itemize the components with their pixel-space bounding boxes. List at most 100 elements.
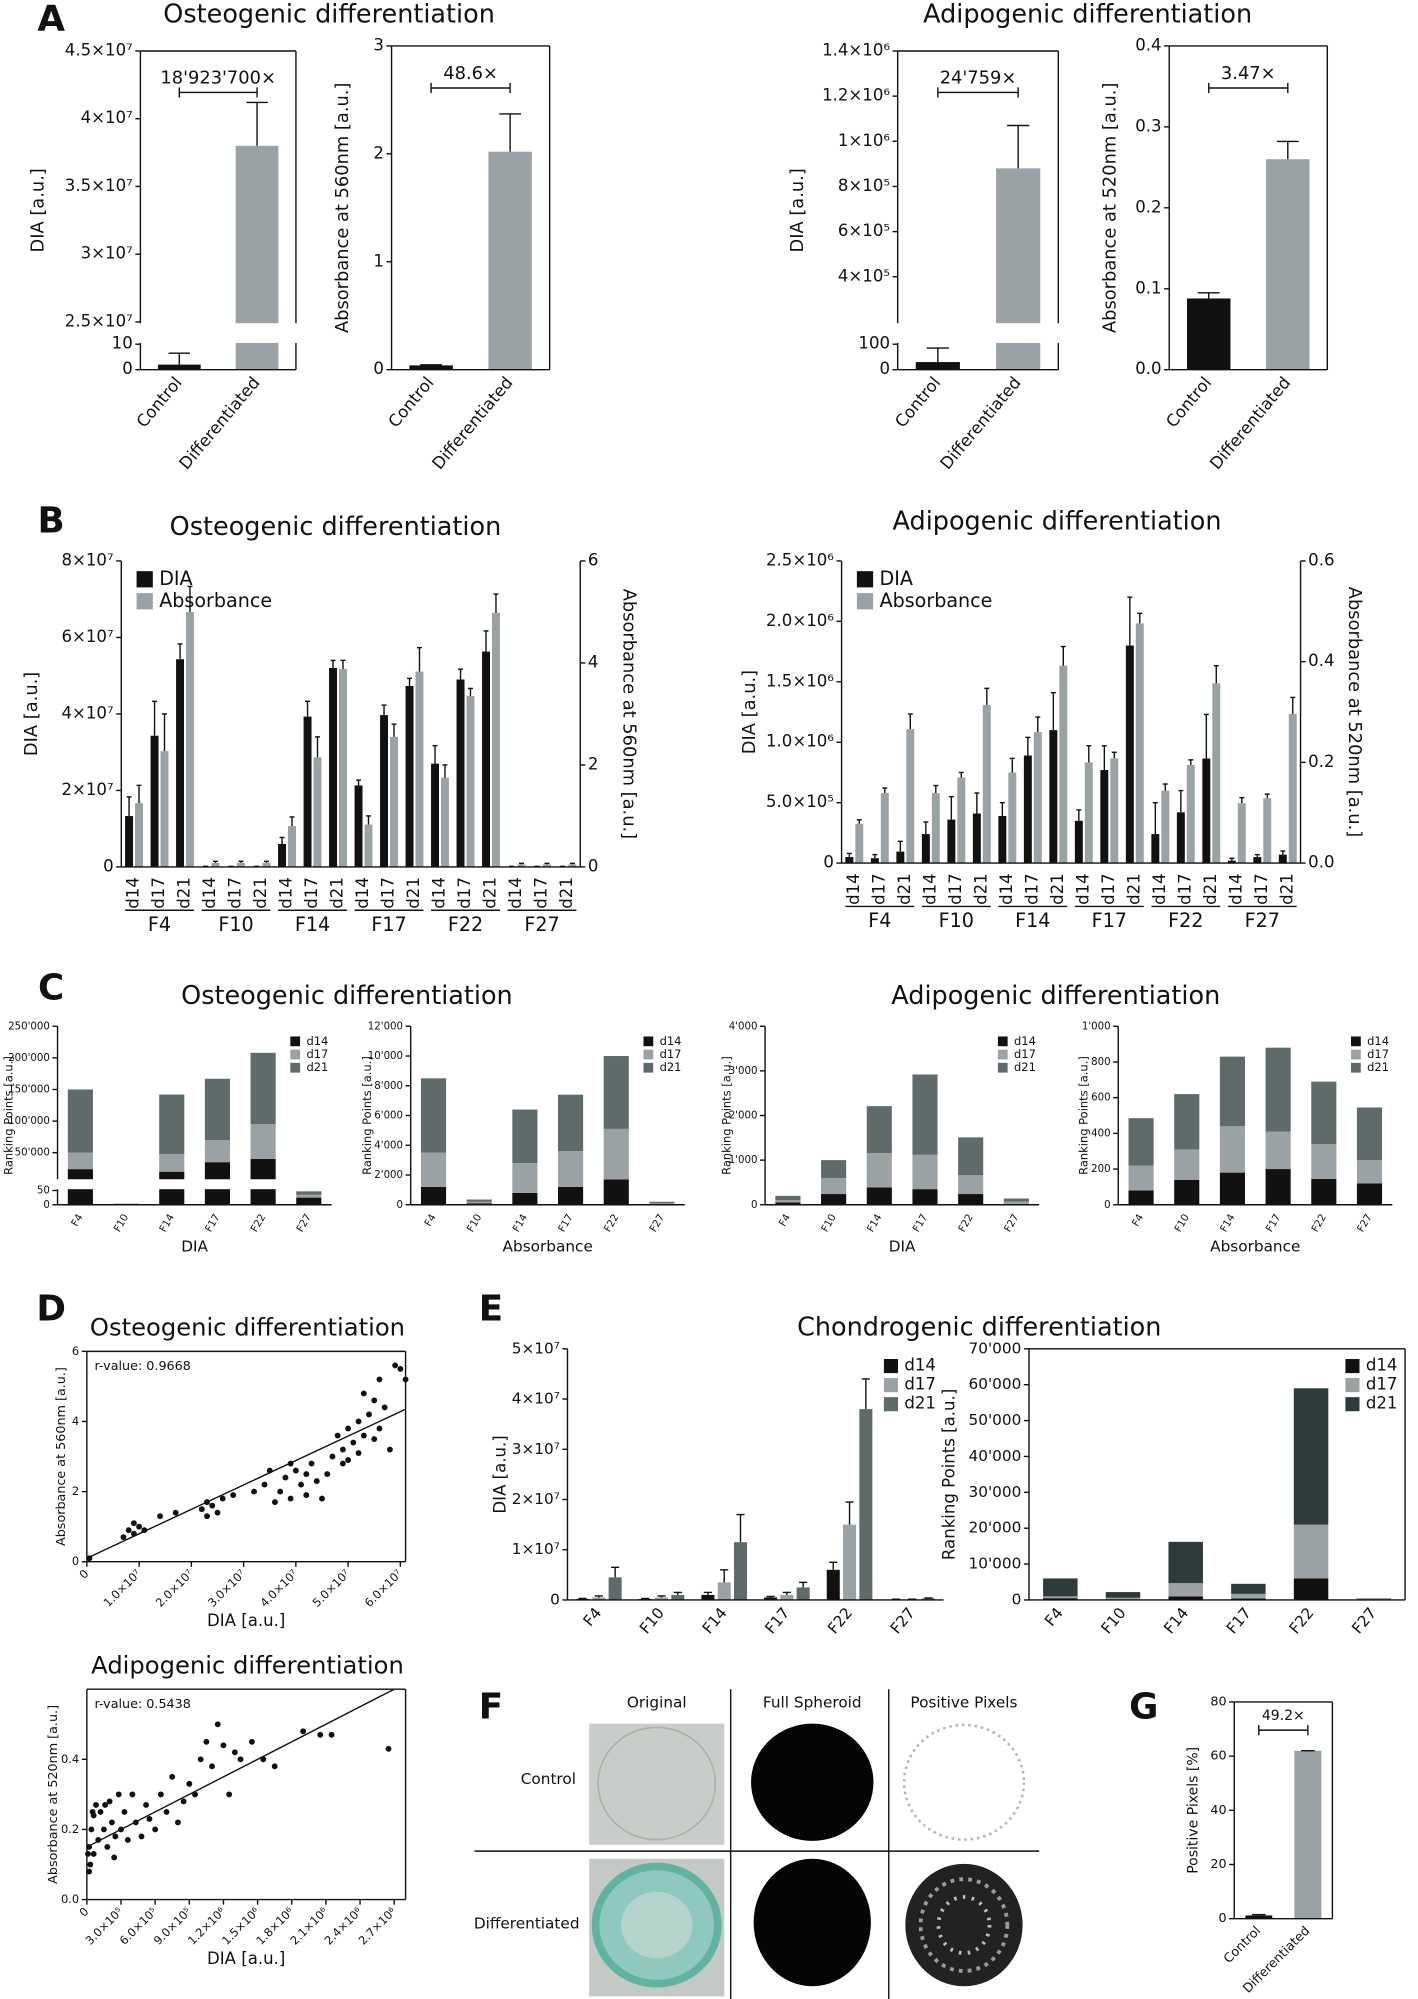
- y-tick-label: 6: [72, 1344, 79, 1358]
- bar: [456, 679, 465, 867]
- bar-segment: [1356, 1107, 1383, 1161]
- bar: [542, 864, 551, 867]
- x-tick-label: d14: [124, 877, 143, 909]
- bar-segment: [1174, 1179, 1200, 1205]
- point: [115, 1791, 122, 1798]
- x-tick-label: Control: [385, 373, 438, 431]
- bar-segment: [1003, 1201, 1029, 1204]
- x-tick-label: 6.0×10⁷: [362, 1566, 405, 1609]
- positive-pixels-control: [902, 1723, 1026, 1841]
- point: [360, 1432, 367, 1439]
- y-tick-label: 200: [1091, 1164, 1110, 1175]
- point: [329, 1453, 336, 1460]
- bar: [1186, 764, 1195, 864]
- x-tick-label: d21: [404, 877, 423, 909]
- axis-break: [1050, 323, 1066, 343]
- x-tick-label: F22: [957, 1212, 976, 1234]
- panel-f-images: [474, 1689, 1040, 1999]
- bar: [1245, 1915, 1273, 1919]
- legend-swatch: [1345, 1359, 1360, 1374]
- y-tick-label: 0.3: [1135, 116, 1161, 135]
- bar: [998, 815, 1007, 864]
- point: [386, 1446, 393, 1453]
- bar: [329, 668, 338, 867]
- legend-swatch: [290, 1062, 301, 1073]
- y-tick-label: 0.2: [61, 1822, 79, 1836]
- y-tick-label: 1×10⁶: [838, 131, 890, 150]
- point: [104, 1844, 111, 1850]
- bar: [186, 611, 194, 867]
- y2-tick-label: 0: [588, 856, 599, 875]
- bar: [364, 824, 373, 867]
- legend-label: d17: [660, 1047, 682, 1061]
- point: [87, 1861, 94, 1868]
- positive-pixels-differentiated: [905, 1863, 1023, 1987]
- point: [334, 1432, 341, 1439]
- y-tick-label: 0.1: [1135, 278, 1161, 297]
- x-tick-label: F4: [777, 1212, 793, 1228]
- x-tick-label: d14: [1150, 873, 1169, 905]
- legend-label: d14: [306, 1034, 328, 1048]
- bar: [1023, 755, 1032, 864]
- bar: [915, 362, 960, 370]
- legend-label: d21: [1014, 1060, 1036, 1074]
- x-tick-label: Control: [891, 373, 944, 431]
- y-tick-label: 4'000: [729, 1021, 758, 1032]
- bar-segment: [1293, 1524, 1329, 1579]
- bar: [380, 715, 389, 867]
- x-tick-label: 0: [76, 1567, 91, 1582]
- bar-segment: [958, 1137, 984, 1176]
- legend-label: d17: [904, 1375, 936, 1394]
- y-tick-label: 3×10⁷: [512, 1440, 560, 1458]
- y2-tick-label: 2: [588, 754, 599, 773]
- bar-segment: [1265, 1131, 1291, 1170]
- annotation: 18'923'700×: [160, 67, 275, 88]
- panel-letter: C: [38, 967, 64, 1008]
- bar: [922, 1598, 936, 1600]
- x-tick-label: F14: [1160, 1604, 1192, 1637]
- x-tick-label: d21: [1201, 873, 1220, 905]
- x-tick-label: F22: [603, 1212, 622, 1234]
- bar-segment: [649, 1201, 675, 1204]
- bar-segment: [1168, 1583, 1203, 1597]
- annotation: 3.47×: [1221, 63, 1276, 84]
- annotation: r-value: 0.9668: [95, 1359, 191, 1374]
- bar: [859, 1409, 873, 1600]
- y2-axis-label: Absorbance at 520nm [a.u.]: [1344, 587, 1365, 837]
- bar-segment: [1105, 1597, 1141, 1600]
- x-tick-label: F10: [112, 1212, 131, 1234]
- bar-segment: [558, 1186, 584, 1205]
- bar-segment: [866, 1187, 892, 1205]
- group-label: F17: [1092, 909, 1127, 932]
- y-axis-label: DIA [a.u.]: [491, 1435, 510, 1513]
- group-label: F17: [371, 913, 406, 936]
- point: [219, 1495, 226, 1502]
- group-label: F22: [448, 913, 483, 936]
- bar-segment: [1043, 1598, 1078, 1600]
- y-tick-label: 1.0×10⁶: [766, 732, 834, 751]
- legend-swatch: [136, 571, 153, 588]
- y-tick-label: 3'000: [729, 1066, 758, 1077]
- bar: [654, 1597, 669, 1600]
- x-tick-label: F22: [1310, 1212, 1329, 1234]
- x-tick-label: d14: [506, 877, 525, 909]
- x-tick-label: F27: [648, 1212, 667, 1234]
- spheroid-core: [621, 1891, 693, 1959]
- bar-segment: [821, 1177, 847, 1195]
- point: [282, 1474, 289, 1481]
- x-tick-label: 5.0×10⁷: [310, 1566, 353, 1609]
- y-axis-label: Absorbance at 520nm [a.u.]: [46, 1705, 61, 1884]
- point: [136, 1523, 143, 1530]
- point: [345, 1425, 352, 1432]
- y-tick-label: 4×10⁵: [838, 266, 890, 285]
- legend-swatch: [136, 593, 153, 610]
- point: [324, 1471, 331, 1478]
- point: [308, 1460, 315, 1467]
- bar-segment: [603, 1128, 629, 1180]
- x-tick-label: d14: [200, 877, 219, 909]
- x-tick-label: F10: [1098, 1604, 1130, 1637]
- point: [345, 1457, 352, 1463]
- legend-label: d17: [1014, 1047, 1036, 1061]
- point: [174, 1819, 181, 1826]
- bar-segment: [912, 1154, 938, 1190]
